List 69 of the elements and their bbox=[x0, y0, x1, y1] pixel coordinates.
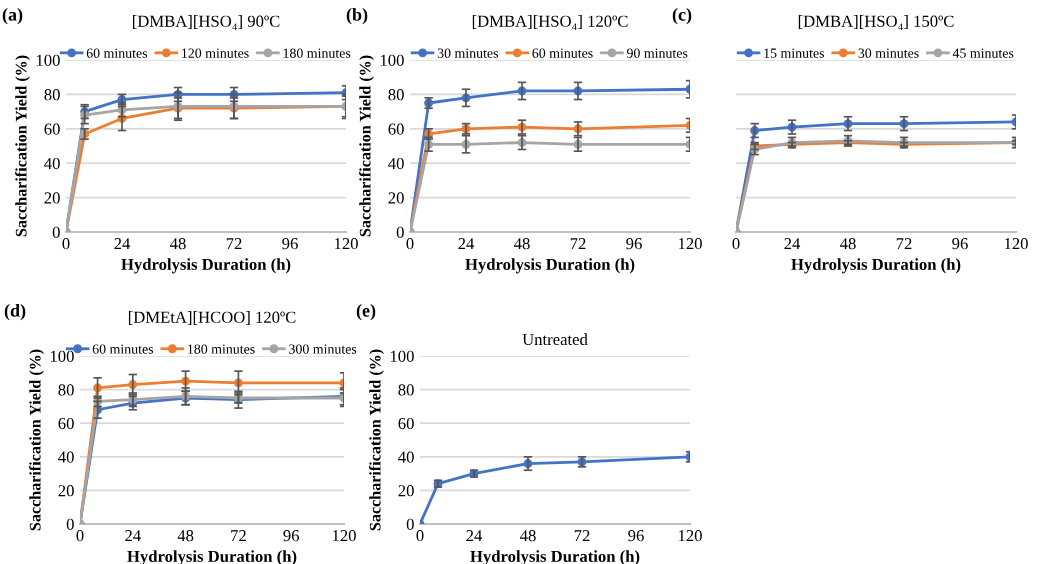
x-tick-label: 96 bbox=[282, 238, 298, 250]
x-tick-label: 72 bbox=[231, 530, 246, 542]
y-tick-label: 60 bbox=[58, 417, 74, 430]
y-tick-label: 40 bbox=[388, 157, 404, 170]
x-tick-label: 72 bbox=[226, 238, 242, 250]
x-axis-title: Hydrolysis Duration (h) bbox=[121, 258, 291, 274]
chart-title: [DMBA][HSO₄] 90ºC bbox=[133, 15, 280, 31]
y-tick-label: 60 bbox=[398, 417, 414, 430]
text: (a) bbox=[2, 8, 23, 25]
x-tick-label: 24 bbox=[784, 238, 801, 250]
y-tick-label: 20 bbox=[388, 192, 404, 204]
x-axis-title: Hydrolysis Duration (h) bbox=[465, 258, 635, 274]
y-tick-label: 20 bbox=[44, 192, 60, 204]
x-tick-label: 96 bbox=[626, 238, 642, 250]
text: (c) bbox=[672, 8, 692, 25]
x-tick-label: 48 bbox=[513, 238, 530, 250]
y-tick-label: 80 bbox=[44, 89, 60, 101]
x-tick-label: 72 bbox=[574, 530, 590, 542]
chart-title: Untreated bbox=[522, 333, 588, 346]
x-tick-label: 24 bbox=[466, 530, 483, 542]
x-tick-label: 120 bbox=[334, 238, 358, 250]
x-tick-label: 72 bbox=[896, 238, 912, 250]
text: (e) bbox=[356, 304, 376, 321]
x-tick-label: 96 bbox=[952, 238, 968, 250]
y-tick-label: 100 bbox=[380, 54, 404, 66]
y-axis-title: Saccharification Yield (%) bbox=[369, 349, 384, 531]
y-tick-label: 20 bbox=[58, 485, 74, 497]
y-tick-label: 0 bbox=[406, 518, 414, 530]
x-tick-label: 48 bbox=[169, 238, 186, 250]
x-tick-label: 24 bbox=[114, 238, 131, 250]
y-tick-label: 40 bbox=[58, 451, 74, 463]
x-tick-label: 72 bbox=[570, 238, 586, 250]
y-tick-label: 20 bbox=[398, 485, 414, 497]
y-tick-label: 80 bbox=[398, 384, 414, 396]
x-tick-label: 48 bbox=[839, 238, 856, 250]
x-tick-label: 48 bbox=[177, 530, 194, 542]
text: (b) bbox=[346, 8, 368, 25]
x-tick-label: 24 bbox=[125, 530, 141, 542]
chart-title: [DMBA][HSO₄] 120ºC bbox=[472, 15, 628, 31]
y-tick-label: 60 bbox=[388, 123, 404, 135]
y-tick-label: 100 bbox=[50, 350, 74, 362]
x-tick-label: 48 bbox=[519, 530, 536, 542]
y-tick-label: 40 bbox=[398, 451, 414, 463]
x-tick-label: 120 bbox=[678, 238, 702, 250]
y-axis-title: Saccharification Yield (%) bbox=[359, 55, 374, 237]
x-tick-label: 0 bbox=[732, 238, 740, 250]
x-tick-label: 96 bbox=[283, 530, 300, 542]
y-tick-label: 80 bbox=[388, 89, 404, 101]
chart-title: [DMEtA][HCOO] 120ºC bbox=[128, 311, 296, 325]
chart-title: [DMBA][HSO₄] 150ºC bbox=[798, 15, 954, 31]
y-tick-label: 80 bbox=[58, 384, 74, 396]
x-tick-label: 120 bbox=[332, 530, 356, 542]
y-tick-label: 60 bbox=[44, 123, 60, 135]
y-tick-label: 40 bbox=[44, 157, 60, 170]
x-tick-label: 96 bbox=[628, 530, 644, 542]
y-tick-label: 100 bbox=[390, 350, 414, 362]
y-tick-label: 0 bbox=[396, 226, 404, 238]
x-axis-title: Hydrolysis Duration (h) bbox=[791, 258, 961, 274]
x-tick-label: 24 bbox=[458, 238, 475, 250]
y-tick-label: 0 bbox=[66, 518, 74, 530]
y-axis-title: Saccharification Yield (%) bbox=[15, 55, 30, 237]
y-tick-label: 0 bbox=[52, 226, 60, 238]
x-tick-label: 120 bbox=[678, 530, 702, 542]
x-tick-label: 0 bbox=[76, 530, 84, 542]
y-tick-label: 100 bbox=[36, 54, 60, 66]
text: (d) bbox=[4, 304, 26, 321]
x-tick-label: 0 bbox=[416, 530, 424, 542]
y-axis-title: Saccharification Yield (%) bbox=[29, 349, 44, 531]
x-tick-label: 120 bbox=[1004, 238, 1028, 250]
